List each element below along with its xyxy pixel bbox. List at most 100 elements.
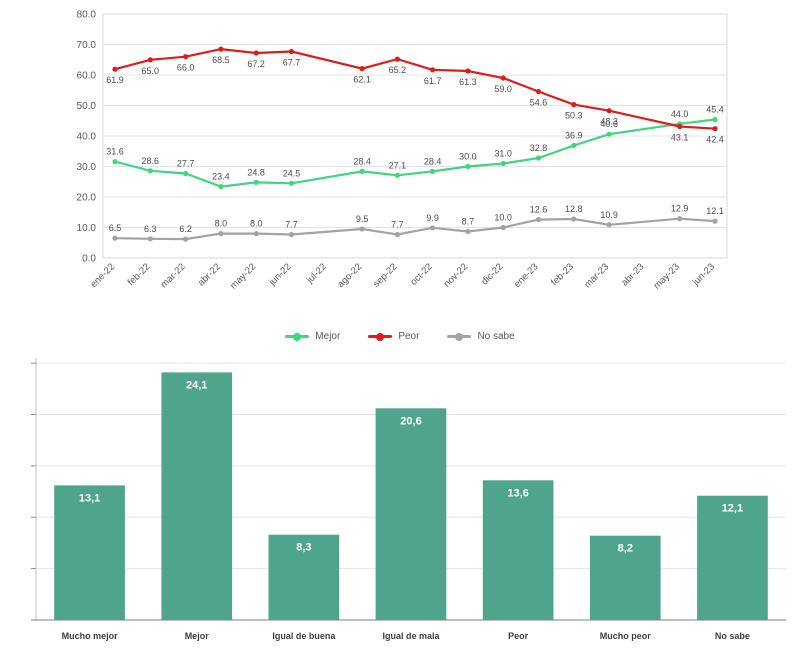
bar-chart: 13,1 Mucho mejor 24,1 Mejor 8,3 Igual de buen… xyxy=(31,358,786,641)
point-peor xyxy=(571,102,577,108)
legend-label: Peor xyxy=(398,331,420,342)
point-mejor xyxy=(571,142,577,149)
bar-chart-section: 13,1 Mucho mejor 24,1 Mejor 8,3 Igual de buen… xyxy=(6,352,794,653)
x-axis-tick-label: mar-22 xyxy=(159,261,188,290)
data-label-no-sabe: 10.0 xyxy=(494,213,512,223)
point-no-sabe xyxy=(359,226,365,232)
point-mejor xyxy=(183,170,189,177)
data-label-no-sabe: 10.9 xyxy=(600,210,618,220)
bar-mejor xyxy=(161,372,233,620)
legend-item-no-sabe: No sabe xyxy=(447,331,515,342)
data-label-no-sabe: 12.8 xyxy=(565,204,583,214)
data-label-no-sabe: 7.7 xyxy=(391,220,404,230)
point-peor xyxy=(500,75,506,81)
point-no-sabe xyxy=(288,231,295,238)
point-no-sabe xyxy=(112,235,118,241)
point-mejor xyxy=(112,159,118,165)
point-peor xyxy=(677,123,683,130)
point-peor xyxy=(359,66,365,72)
data-label-mejor: 30.0 xyxy=(459,152,477,162)
line-chart-section: 0.0 10.0 20.0 30.0 40.0 50.0 60.0 70.0 80.0 ene-2… xyxy=(55,4,745,342)
bar-value-label-no-sabe: 12,1 xyxy=(722,503,743,515)
data-label-no-sabe: 8.7 xyxy=(462,217,475,227)
x-axis-tick-label: jun-22 xyxy=(266,261,293,288)
legend-item-mejor: Mejor xyxy=(285,331,340,342)
legend-marker-no-sabe xyxy=(447,335,472,338)
y-axis-tick-label: 30.0 xyxy=(77,162,97,173)
data-label-mejor: 44.0 xyxy=(671,109,689,119)
data-label-peor: 61.3 xyxy=(459,77,477,87)
x-axis-tick-label: abr-22 xyxy=(196,261,223,288)
data-label-peor: 61.7 xyxy=(424,76,442,86)
point-peor xyxy=(535,88,542,95)
data-label-peor: 65.0 xyxy=(142,66,160,76)
data-label-peor: 65.2 xyxy=(389,65,407,75)
point-peor xyxy=(465,68,471,74)
data-label-mejor: 32.8 xyxy=(530,143,548,153)
point-no-sabe xyxy=(535,217,542,223)
legend-marker-mejor xyxy=(285,335,310,338)
data-label-peor: 67.2 xyxy=(247,59,265,69)
point-mejor xyxy=(288,180,295,186)
data-label-peor: 59.0 xyxy=(494,84,512,94)
bar-value-label-mejor: 24,1 xyxy=(186,379,207,391)
point-peor xyxy=(394,56,400,62)
data-label-mejor: 31.0 xyxy=(494,149,512,159)
point-no-sabe xyxy=(394,231,400,238)
data-label-mejor: 31.6 xyxy=(106,147,124,157)
point-no-sabe xyxy=(218,231,224,237)
point-mejor xyxy=(465,163,471,170)
data-label-peor: 42.4 xyxy=(706,135,724,145)
data-label-mejor: 28.6 xyxy=(142,156,160,166)
bar-category-label-mucho-mejor: Mucho mejor xyxy=(62,631,119,641)
point-mejor xyxy=(147,168,153,174)
bar-value-label-mucho-peor: 8,2 xyxy=(618,543,633,555)
y-axis-tick-label: 80.0 xyxy=(77,10,97,21)
point-peor xyxy=(430,67,436,73)
data-label-peor: 61.9 xyxy=(106,75,124,85)
point-no-sabe xyxy=(183,236,189,242)
data-label-mejor: 24.8 xyxy=(247,167,265,177)
legend-item-peor: Peor xyxy=(368,331,419,342)
bar-category-label-peor: Peor xyxy=(508,631,529,641)
data-label-no-sabe: 9.5 xyxy=(356,214,369,224)
data-label-peor: 66.0 xyxy=(177,63,195,73)
point-peor xyxy=(253,50,259,56)
point-peor xyxy=(712,126,718,132)
point-no-sabe xyxy=(147,236,153,242)
data-label-no-sabe: 6.3 xyxy=(144,224,157,234)
bar-category-label-mejor: Mejor xyxy=(185,631,210,641)
legend-label: Mejor xyxy=(315,331,341,342)
point-no-sabe xyxy=(253,231,259,237)
x-axis-tick-label: abr-23 xyxy=(619,261,646,288)
bar-category-label-igual-de-mala: Igual de mala xyxy=(382,631,440,641)
y-axis-tick-label: 0.0 xyxy=(82,254,96,265)
bar-igual-de-mala xyxy=(375,408,447,620)
bar-mucho-peor xyxy=(589,535,661,620)
line-chart-legend: Mejor Peor No sabe xyxy=(55,331,745,342)
x-axis-tick-label: ago-22 xyxy=(335,261,364,290)
x-axis-tick-label: ene-23 xyxy=(512,261,541,290)
data-label-mejor: 24.5 xyxy=(283,168,301,178)
x-axis-tick-label: ene-22 xyxy=(88,261,117,290)
y-axis-tick-label: 60.0 xyxy=(77,71,97,82)
data-label-mejor: 45.4 xyxy=(706,105,724,115)
data-label-no-sabe: 7.7 xyxy=(285,220,298,230)
bar-category-label-no-sabe: No sabe xyxy=(715,631,750,641)
line-series-peor xyxy=(114,47,716,130)
line-series-mejor xyxy=(114,118,716,188)
y-axis-tick-label: 50.0 xyxy=(77,101,97,112)
x-axis-tick-label: feb-23 xyxy=(549,261,576,288)
data-label-no-sabe: 12.9 xyxy=(671,204,689,214)
point-mejor xyxy=(606,131,612,137)
point-no-sabe xyxy=(571,216,577,222)
data-label-peor: 43.1 xyxy=(671,133,689,143)
point-no-sabe xyxy=(677,216,683,222)
data-label-no-sabe: 8.0 xyxy=(250,219,263,229)
point-mejor xyxy=(359,168,365,174)
point-no-sabe xyxy=(712,218,718,224)
bar-category-label-mucho-peor: Mucho peor xyxy=(600,631,651,641)
data-label-peor: 62.1 xyxy=(353,75,371,85)
y-axis-tick-label: 70.0 xyxy=(77,40,97,51)
data-label-mejor: 28.4 xyxy=(353,156,371,166)
